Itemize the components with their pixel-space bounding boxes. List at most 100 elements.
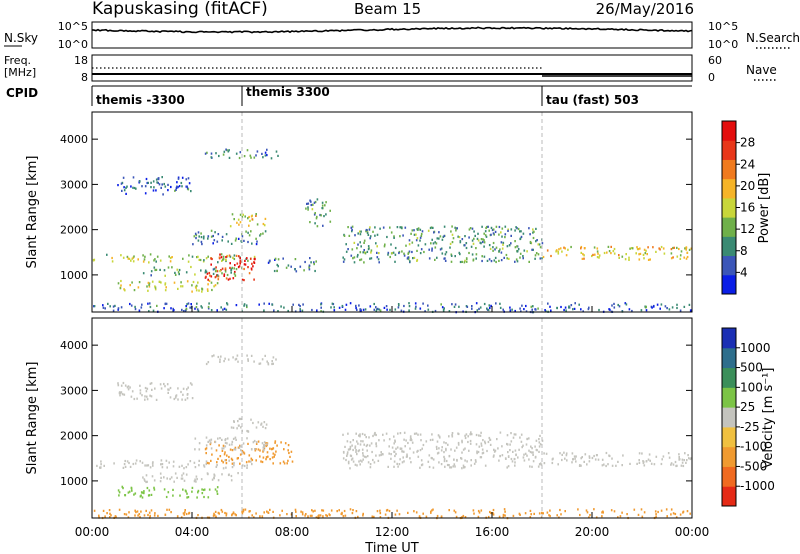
data-cell — [310, 261, 312, 264]
data-cell — [504, 514, 506, 517]
y-tick-label: 2000 — [60, 224, 88, 237]
data-cell — [498, 225, 501, 229]
data-cell — [264, 151, 267, 154]
data-cell — [191, 290, 193, 293]
data-cell — [425, 440, 428, 443]
data-cell — [536, 239, 538, 242]
data-cell — [667, 452, 670, 455]
data-cell — [607, 245, 610, 248]
data-cell — [175, 394, 178, 397]
date-title: 26/May/2016 — [596, 0, 694, 18]
data-cell — [535, 227, 537, 230]
data-cell — [686, 251, 688, 254]
data-cell — [561, 250, 563, 253]
data-cell — [195, 475, 198, 478]
data-cell — [532, 231, 534, 234]
data-cell — [194, 466, 197, 469]
data-cell — [683, 459, 685, 462]
data-cell — [183, 479, 186, 482]
data-cell — [487, 440, 490, 444]
data-cell — [563, 308, 565, 312]
data-cell — [159, 480, 162, 483]
data-cell — [224, 268, 227, 271]
data-cell — [219, 455, 222, 458]
data-cell — [202, 488, 205, 492]
data-cell — [190, 265, 192, 269]
data-cell — [483, 239, 485, 242]
data-cell — [563, 246, 565, 249]
data-cell — [514, 309, 516, 313]
data-cell — [387, 465, 389, 468]
data-cell — [400, 447, 403, 450]
data-cell — [650, 462, 653, 465]
data-cell — [361, 448, 364, 451]
data-cell — [603, 463, 605, 466]
data-cell — [180, 477, 183, 480]
data-cell — [382, 226, 385, 229]
data-cell — [228, 254, 231, 257]
data-cell — [238, 223, 240, 226]
data-cell — [164, 385, 166, 388]
data-cell — [359, 459, 362, 462]
data-cell — [470, 459, 472, 462]
data-cell — [523, 249, 526, 252]
data-cell — [570, 304, 573, 307]
data-cell — [437, 451, 440, 454]
data-cell — [226, 254, 228, 258]
data-cell — [160, 476, 162, 479]
data-cell — [464, 436, 467, 440]
data-cell — [560, 305, 562, 309]
data-cell — [153, 186, 155, 189]
data-cell — [341, 511, 343, 514]
data-cell — [227, 240, 229, 243]
data-cell — [509, 443, 511, 446]
data-cell — [504, 233, 507, 236]
data-cell — [225, 514, 228, 517]
data-cell — [440, 463, 443, 466]
data-cell — [533, 230, 535, 233]
data-cell — [679, 254, 682, 257]
data-cell — [231, 458, 234, 462]
data-cell — [268, 302, 270, 305]
data-cell — [202, 260, 205, 263]
data-cell — [407, 256, 409, 259]
data-cell — [271, 362, 273, 366]
data-cell — [225, 308, 228, 311]
data-cell — [449, 246, 451, 249]
data-cell — [182, 488, 184, 491]
data-cell — [492, 232, 495, 235]
data-cell — [212, 234, 214, 238]
data-cell — [354, 463, 357, 466]
data-cell — [478, 307, 480, 310]
data-cell — [680, 250, 683, 253]
data-cell — [526, 454, 528, 457]
data-cell — [430, 226, 433, 229]
data-cell — [578, 303, 580, 306]
data-cell — [102, 304, 104, 307]
data-cell — [464, 235, 466, 238]
data-cell — [369, 463, 372, 466]
data-cell — [465, 246, 468, 250]
data-cell — [143, 490, 145, 493]
y-tick-label: 3000 — [60, 178, 88, 191]
data-cell — [255, 448, 257, 451]
data-cell — [184, 509, 186, 512]
data-cell — [375, 310, 377, 313]
data-cell — [139, 389, 142, 392]
data-cell — [260, 422, 263, 425]
data-cell — [376, 307, 379, 310]
data-cell — [227, 278, 230, 281]
data-cell — [532, 451, 534, 454]
data-cell — [349, 454, 352, 457]
data-cell — [571, 461, 573, 464]
data-cell — [251, 242, 253, 245]
data-cell — [399, 458, 401, 461]
data-cell — [122, 381, 125, 385]
data-cell — [439, 235, 442, 238]
data-cell — [321, 201, 324, 204]
data-cell — [522, 255, 524, 258]
data-cell — [133, 186, 136, 190]
data-cell — [261, 358, 264, 361]
data-cell — [319, 514, 322, 517]
data-cell — [241, 278, 244, 281]
